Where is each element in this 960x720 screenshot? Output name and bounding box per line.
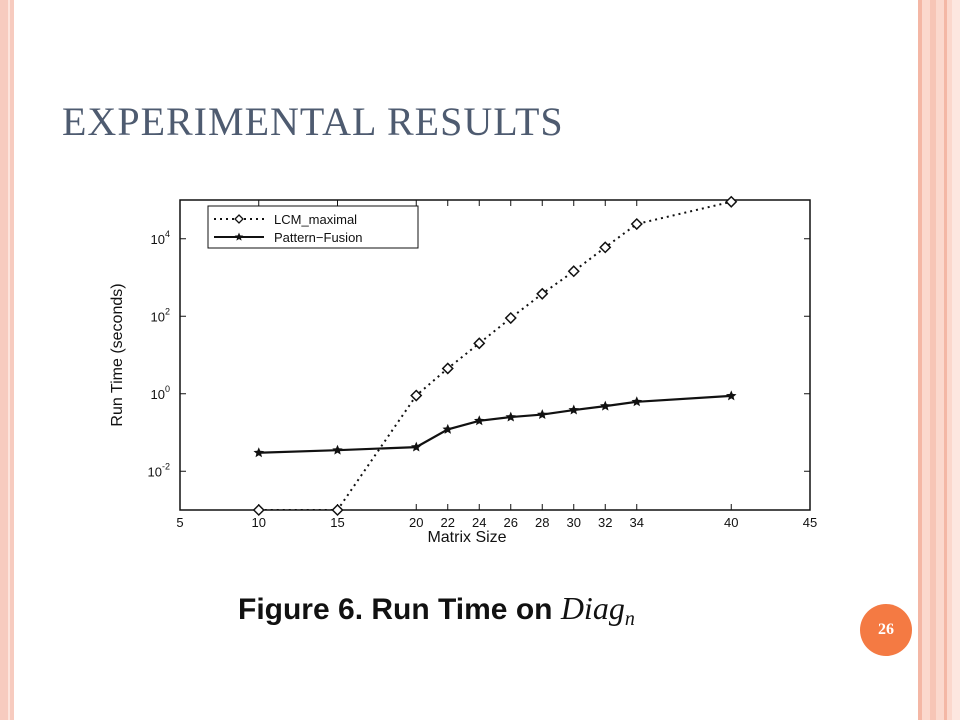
x-tick-label: 5: [176, 515, 183, 530]
caption-math-base: Diag: [560, 590, 625, 626]
legend-label-lcm-maximal: LCM_maximal: [274, 212, 357, 227]
data-point-lcm-maximal: [504, 311, 517, 325]
data-point-pattern-fusion: [332, 444, 343, 455]
data-point-pattern-fusion: [631, 396, 642, 407]
data-point-pattern-fusion: [411, 441, 422, 452]
y-tick-label: 102: [151, 306, 170, 324]
x-axis-label: Matrix Size: [427, 529, 506, 546]
caption-math-subscript: n: [624, 608, 635, 630]
figure-caption: Figure 6. Run Time on Diagn: [238, 590, 635, 631]
left-border-decoration: [0, 0, 14, 720]
legend-marker-pattern-fusion: [234, 232, 244, 241]
caption-text: Figure 6. Run Time on: [238, 593, 561, 626]
x-tick-label: 15: [330, 515, 344, 530]
data-point-lcm-maximal: [441, 362, 454, 375]
data-point-pattern-fusion: [505, 411, 516, 422]
data-point-lcm-maximal: [630, 217, 643, 231]
data-point-pattern-fusion: [537, 409, 548, 419]
slide-title: EXPERIMENTAL RESULTS: [62, 99, 564, 144]
page-number-badge: 26: [860, 604, 912, 656]
data-point-lcm-maximal: [567, 265, 580, 278]
data-point-pattern-fusion: [726, 390, 737, 401]
right-border-decoration: [918, 0, 960, 720]
x-tick-label: 40: [724, 515, 738, 530]
y-tick-label: 104: [151, 229, 170, 247]
y-tick-label: 10-2: [148, 461, 170, 479]
x-tick-label: 30: [567, 515, 581, 530]
y-axis-label: Run Time (seconds): [109, 283, 126, 426]
caption-math: Diagn: [560, 590, 635, 630]
data-point-pattern-fusion: [253, 447, 264, 458]
x-tick-label: 45: [803, 515, 817, 530]
data-point-lcm-maximal: [599, 241, 612, 254]
data-point-pattern-fusion: [568, 404, 579, 415]
data-point-lcm-maximal: [331, 503, 344, 517]
x-tick-label: 28: [535, 515, 549, 530]
x-tick-label: 22: [441, 515, 455, 530]
data-point-lcm-maximal: [725, 195, 738, 208]
x-tick-label: 20: [409, 515, 423, 530]
data-point-pattern-fusion: [600, 400, 611, 411]
x-tick-label: 10: [252, 515, 266, 530]
legend-label-pattern-fusion: Pattern−Fusion: [274, 230, 363, 245]
legend-marker-lcm-maximal: [234, 214, 244, 224]
x-tick-label: 26: [504, 515, 518, 530]
x-tick-label: 32: [598, 515, 612, 530]
data-point-pattern-fusion: [474, 415, 485, 426]
data-point-lcm-maximal: [410, 389, 423, 402]
y-tick-label: 100: [151, 384, 170, 402]
plot-frame: [179, 199, 811, 511]
data-point-pattern-fusion: [442, 423, 453, 434]
data-point-lcm-maximal: [473, 337, 486, 350]
x-tick-label: 24: [472, 515, 486, 530]
run-time-chart: 5 10 15 20 22 24 26 28 30 32 34 40 45 10-2 100 102 104 Ma…: [109, 195, 817, 546]
data-point-lcm-maximal: [252, 503, 265, 517]
data-point-lcm-maximal: [536, 287, 549, 300]
x-tick-label: 34: [630, 515, 644, 530]
legend-box: [207, 205, 419, 249]
